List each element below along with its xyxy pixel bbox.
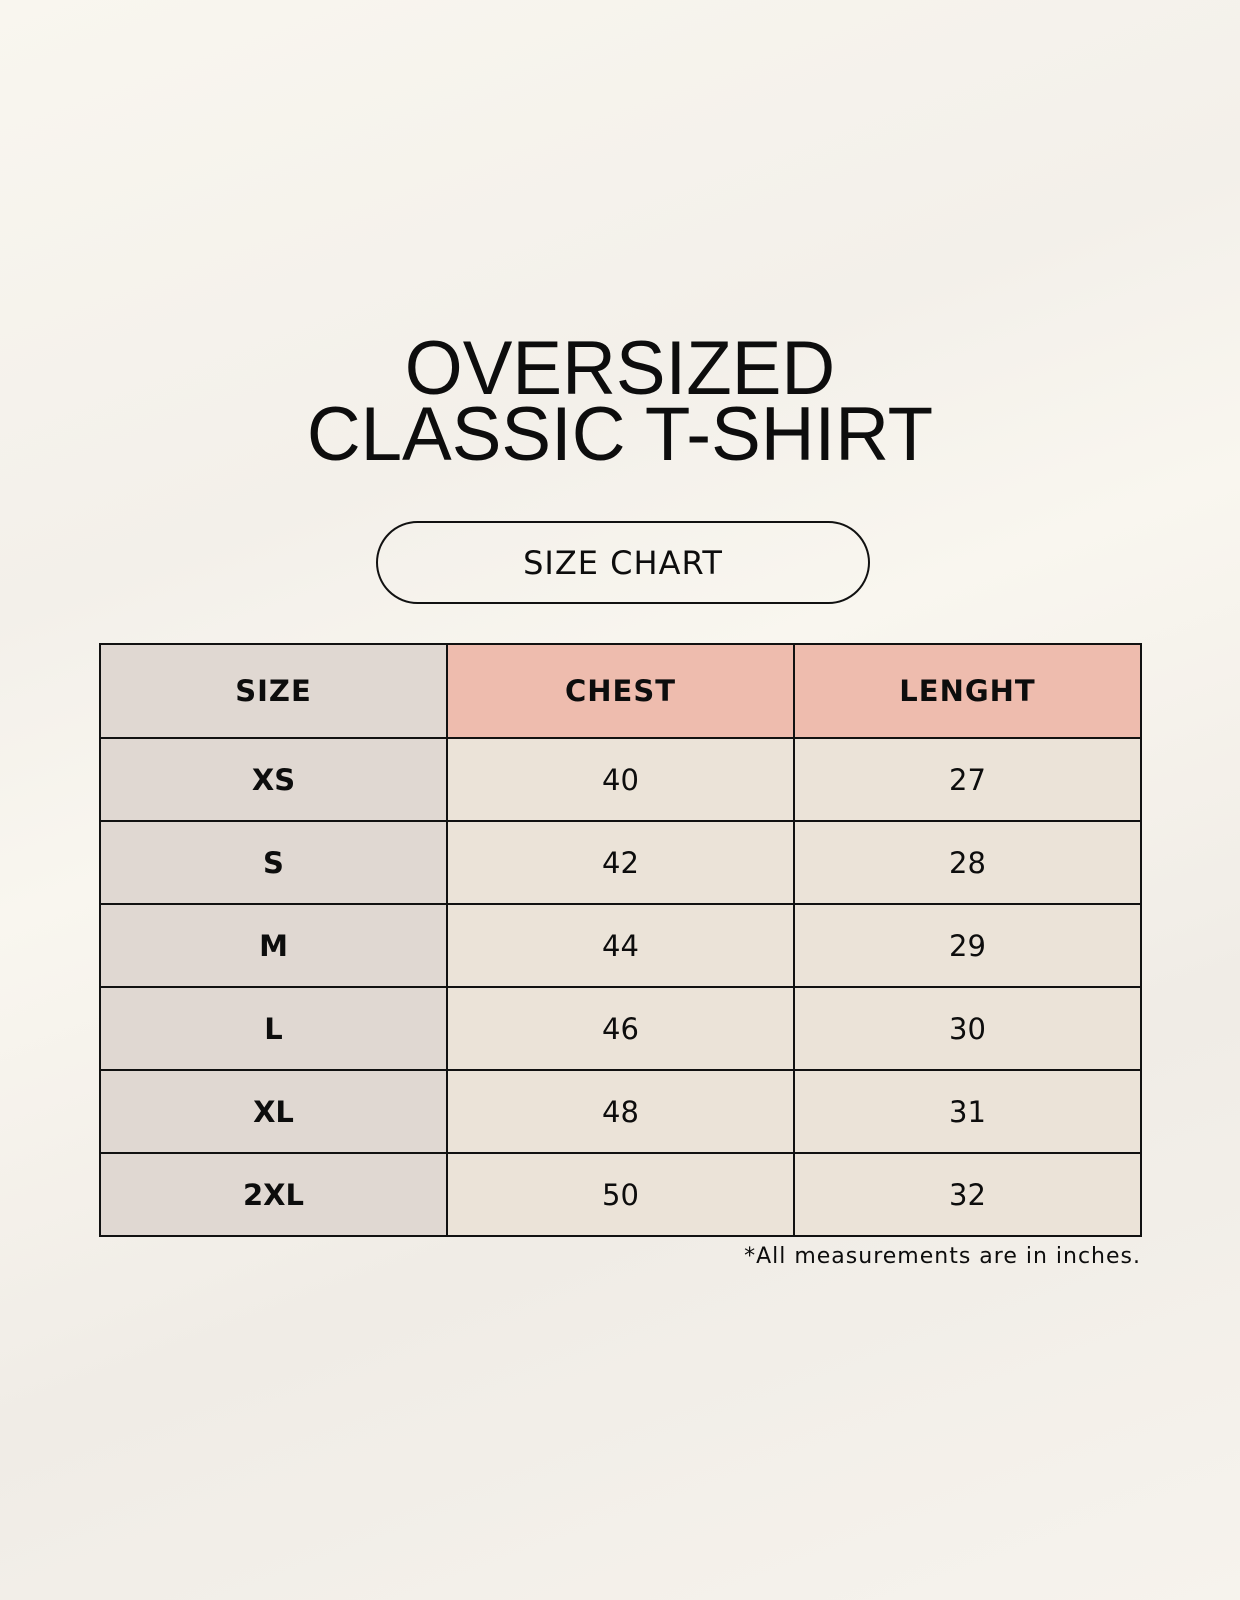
title-line-1: OVERSIZED (404, 326, 836, 411)
page-title: OVERSIZED CLASSIC T-SHIRT (0, 326, 1240, 477)
length-cell: 28 (793, 820, 1142, 905)
size-cell: M (99, 903, 448, 988)
header-chest: CHEST (446, 643, 795, 739)
length-cell: 31 (793, 1069, 1142, 1154)
length-cell: 32 (793, 1152, 1142, 1237)
size-cell: S (99, 820, 448, 905)
size-table: SIZE CHEST LENGHT XS 40 27 S 42 28 M 44 29 L 46 30 X… (99, 643, 1142, 1237)
title-line-2: CLASSIC T-SHIRT (306, 392, 934, 477)
table-row: L 46 30 (99, 986, 1142, 1071)
length-cell: 27 (793, 737, 1142, 822)
table-row: S 42 28 (99, 820, 1142, 905)
size-cell: XS (99, 737, 448, 822)
header-length: LENGHT (793, 643, 1142, 739)
table-row: M 44 29 (99, 903, 1142, 988)
table-header-row: SIZE CHEST LENGHT (99, 643, 1142, 739)
size-cell: L (99, 986, 448, 1071)
table-row: XL 48 31 (99, 1069, 1142, 1154)
size-chart-badge: SIZE CHART (376, 521, 870, 604)
size-cell: XL (99, 1069, 448, 1154)
chest-cell: 44 (446, 903, 795, 988)
length-cell: 30 (793, 986, 1142, 1071)
chest-cell: 50 (446, 1152, 795, 1237)
chest-cell: 46 (446, 986, 795, 1071)
chest-cell: 40 (446, 737, 795, 822)
chest-cell: 48 (446, 1069, 795, 1154)
table-row: XS 40 27 (99, 737, 1142, 822)
length-cell: 29 (793, 903, 1142, 988)
footnote: *All measurements are in inches. (744, 1244, 1141, 1269)
header-size: SIZE (99, 643, 448, 739)
size-cell: 2XL (99, 1152, 448, 1237)
table-row: 2XL 50 32 (99, 1152, 1142, 1237)
chest-cell: 42 (446, 820, 795, 905)
